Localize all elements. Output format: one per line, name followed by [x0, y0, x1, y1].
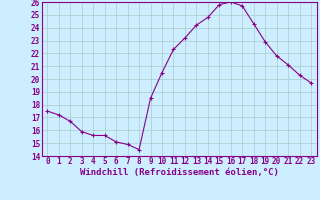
X-axis label: Windchill (Refroidissement éolien,°C): Windchill (Refroidissement éolien,°C) [80, 168, 279, 177]
